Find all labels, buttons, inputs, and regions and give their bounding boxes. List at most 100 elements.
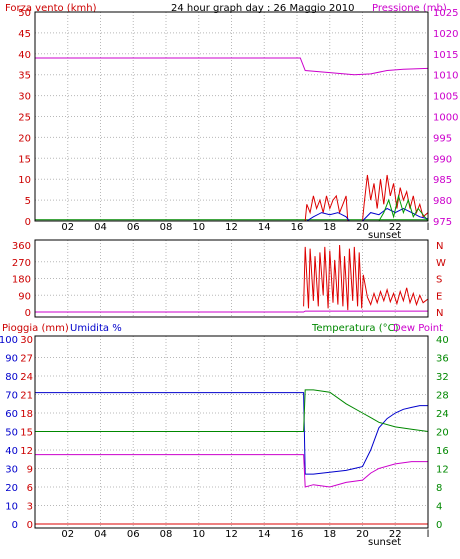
x-tick-label: 14 bbox=[258, 222, 271, 233]
chart-title: 24 hour graph day : 26 Maggio 2010 bbox=[171, 3, 354, 14]
right_axis-tick-label: E bbox=[436, 291, 442, 302]
humidity-line bbox=[35, 392, 428, 475]
x-tick-label: 16 bbox=[291, 529, 304, 540]
left_axis-tick-label: 10 bbox=[18, 175, 31, 186]
left_axis-tick-label: 180 bbox=[12, 275, 31, 286]
x-tick-label: 18 bbox=[323, 222, 336, 233]
x-tick-label: 10 bbox=[192, 529, 205, 540]
right_axis-tick-label: 32 bbox=[436, 372, 449, 383]
left_axis_2-tick-label: 10 bbox=[5, 502, 18, 513]
x-tick-label: 02 bbox=[61, 529, 74, 540]
left_axis-tick-label: 27 bbox=[20, 354, 33, 365]
x-tick-label: 02 bbox=[61, 222, 74, 233]
panel2-left-ticks: 0 90 180 270 360 bbox=[12, 241, 31, 319]
right_axis-tick-label: 20 bbox=[436, 428, 449, 439]
panel1-sunset-label: sunset bbox=[368, 230, 401, 241]
left_axis-tick-label: 45 bbox=[18, 29, 31, 40]
left_axis-tick-label: 50 bbox=[18, 8, 31, 19]
right_axis-tick-label: 0 bbox=[436, 520, 442, 531]
panel1-left-ticks: 0 5 10 15 20 25 30 35 40 45 50 bbox=[18, 8, 31, 228]
right_axis-tick-label: 995 bbox=[433, 133, 452, 144]
right_axis-tick-label: 8 bbox=[436, 483, 442, 494]
x-tick-label: l bbox=[427, 222, 430, 233]
panel1-series bbox=[35, 57, 429, 222]
right_axis-tick-label: 12 bbox=[436, 465, 449, 476]
wind-dir-baseline bbox=[35, 310, 428, 313]
x-tick-label: 22 bbox=[389, 529, 402, 540]
right_axis-tick-label: 36 bbox=[436, 354, 449, 365]
left_axis-tick-label: 0 bbox=[27, 520, 33, 531]
right_axis-tick-label: 1020 bbox=[433, 29, 458, 40]
panel3-rain-ticks: 0 3 6 9 12 15 18 21 24 27 30 bbox=[20, 335, 33, 531]
right_axis-tick-label: 1015 bbox=[433, 50, 458, 61]
right_axis-tick-label: 1005 bbox=[433, 92, 458, 103]
pressure-axis-label: Pressione (mb) bbox=[372, 3, 447, 14]
x-tick-label: 04 bbox=[94, 529, 107, 540]
left_axis-tick-label: 90 bbox=[18, 291, 31, 302]
left_axis-tick-label: 3 bbox=[27, 502, 33, 513]
x-tick-label: 08 bbox=[160, 222, 173, 233]
left_axis-tick-label: 30 bbox=[18, 92, 31, 103]
left_axis-tick-label: 0 bbox=[25, 217, 31, 228]
pressure-line bbox=[35, 57, 429, 76]
right_axis-tick-label: 1000 bbox=[433, 113, 458, 124]
panel3-sunset-label: sunset bbox=[368, 537, 401, 548]
panel3-series bbox=[35, 389, 429, 525]
left_axis_2-tick-label: 60 bbox=[5, 409, 18, 420]
right_axis-tick-label: W bbox=[436, 258, 446, 269]
panel3-x-ticks: 02 04 06 08 10 12 14 16 18 20 22 l bbox=[61, 529, 429, 540]
left_axis-tick-label: 30 bbox=[20, 335, 33, 346]
left_axis-tick-label: 24 bbox=[20, 372, 33, 383]
right_axis-tick-label: 975 bbox=[433, 217, 452, 228]
right_axis-tick-label: 28 bbox=[436, 391, 449, 402]
left_axis_2-tick-label: 40 bbox=[5, 446, 18, 457]
left_axis-tick-label: 40 bbox=[18, 50, 31, 61]
x-tick-label: 12 bbox=[225, 529, 238, 540]
panel3-humidity-ticks: 0 10 20 30 40 50 60 70 80 90 100 bbox=[0, 335, 18, 531]
left_axis-tick-label: 15 bbox=[20, 428, 33, 439]
wind-avg-line bbox=[306, 207, 429, 222]
right_axis-tick-label: N bbox=[436, 308, 443, 319]
wind-axis-label: Forza vento (kmh) bbox=[5, 3, 97, 14]
x-tick-label: 14 bbox=[258, 529, 271, 540]
right_axis-tick-label: 1010 bbox=[433, 71, 458, 82]
dewpoint-axis-label: Dew Point bbox=[393, 323, 443, 334]
temperature-line bbox=[35, 389, 429, 432]
x-tick-label: 20 bbox=[356, 222, 369, 233]
panel1-grid bbox=[35, 12, 428, 221]
right_axis-tick-label: S bbox=[436, 275, 442, 286]
left_axis-tick-label: 35 bbox=[18, 71, 31, 82]
right_axis-tick-label: 4 bbox=[436, 502, 442, 513]
left_axis-tick-label: 18 bbox=[20, 409, 33, 420]
left_axis-tick-label: 12 bbox=[20, 446, 33, 457]
left_axis_2-tick-label: 50 bbox=[5, 428, 18, 439]
right_axis-tick-label: N bbox=[436, 241, 443, 252]
dew-point-line bbox=[35, 454, 428, 488]
panel1-frame bbox=[34, 11, 429, 222]
right_axis-tick-label: 24 bbox=[436, 409, 449, 420]
left_axis_2-tick-label: 0 bbox=[12, 520, 18, 531]
left_axis-tick-label: 9 bbox=[27, 465, 33, 476]
x-tick-label: 10 bbox=[192, 222, 205, 233]
panel1-right-ticks: 975 980 985 990 995 1000 1005 1010 1015 1020 1025 bbox=[433, 8, 458, 228]
panel3-frame bbox=[34, 335, 429, 529]
left_axis-tick-label: 0 bbox=[25, 308, 31, 319]
x-tick-label: 12 bbox=[225, 222, 238, 233]
right_axis-tick-label: 16 bbox=[436, 446, 449, 457]
panel3-temperature-ticks: 0 4 8 12 16 20 24 28 32 36 40 bbox=[436, 335, 449, 531]
right_axis-tick-label: 1025 bbox=[433, 8, 458, 19]
right_axis-tick-label: 40 bbox=[436, 335, 449, 346]
left_axis-tick-label: 5 bbox=[25, 196, 31, 207]
panel2-frame bbox=[34, 239, 429, 318]
humidity-axis-label: Umidita % bbox=[70, 323, 122, 334]
x-tick-label: l bbox=[427, 529, 430, 540]
left_axis_2-tick-label: 90 bbox=[5, 354, 18, 365]
left_axis-tick-label: 20 bbox=[18, 133, 31, 144]
x-tick-label: 06 bbox=[127, 529, 140, 540]
wind-gust-line bbox=[304, 174, 429, 222]
panel1-x-ticks: 02 04 06 08 10 12 14 16 18 20 22 l bbox=[61, 222, 429, 233]
right_axis-tick-label: 990 bbox=[433, 154, 452, 165]
